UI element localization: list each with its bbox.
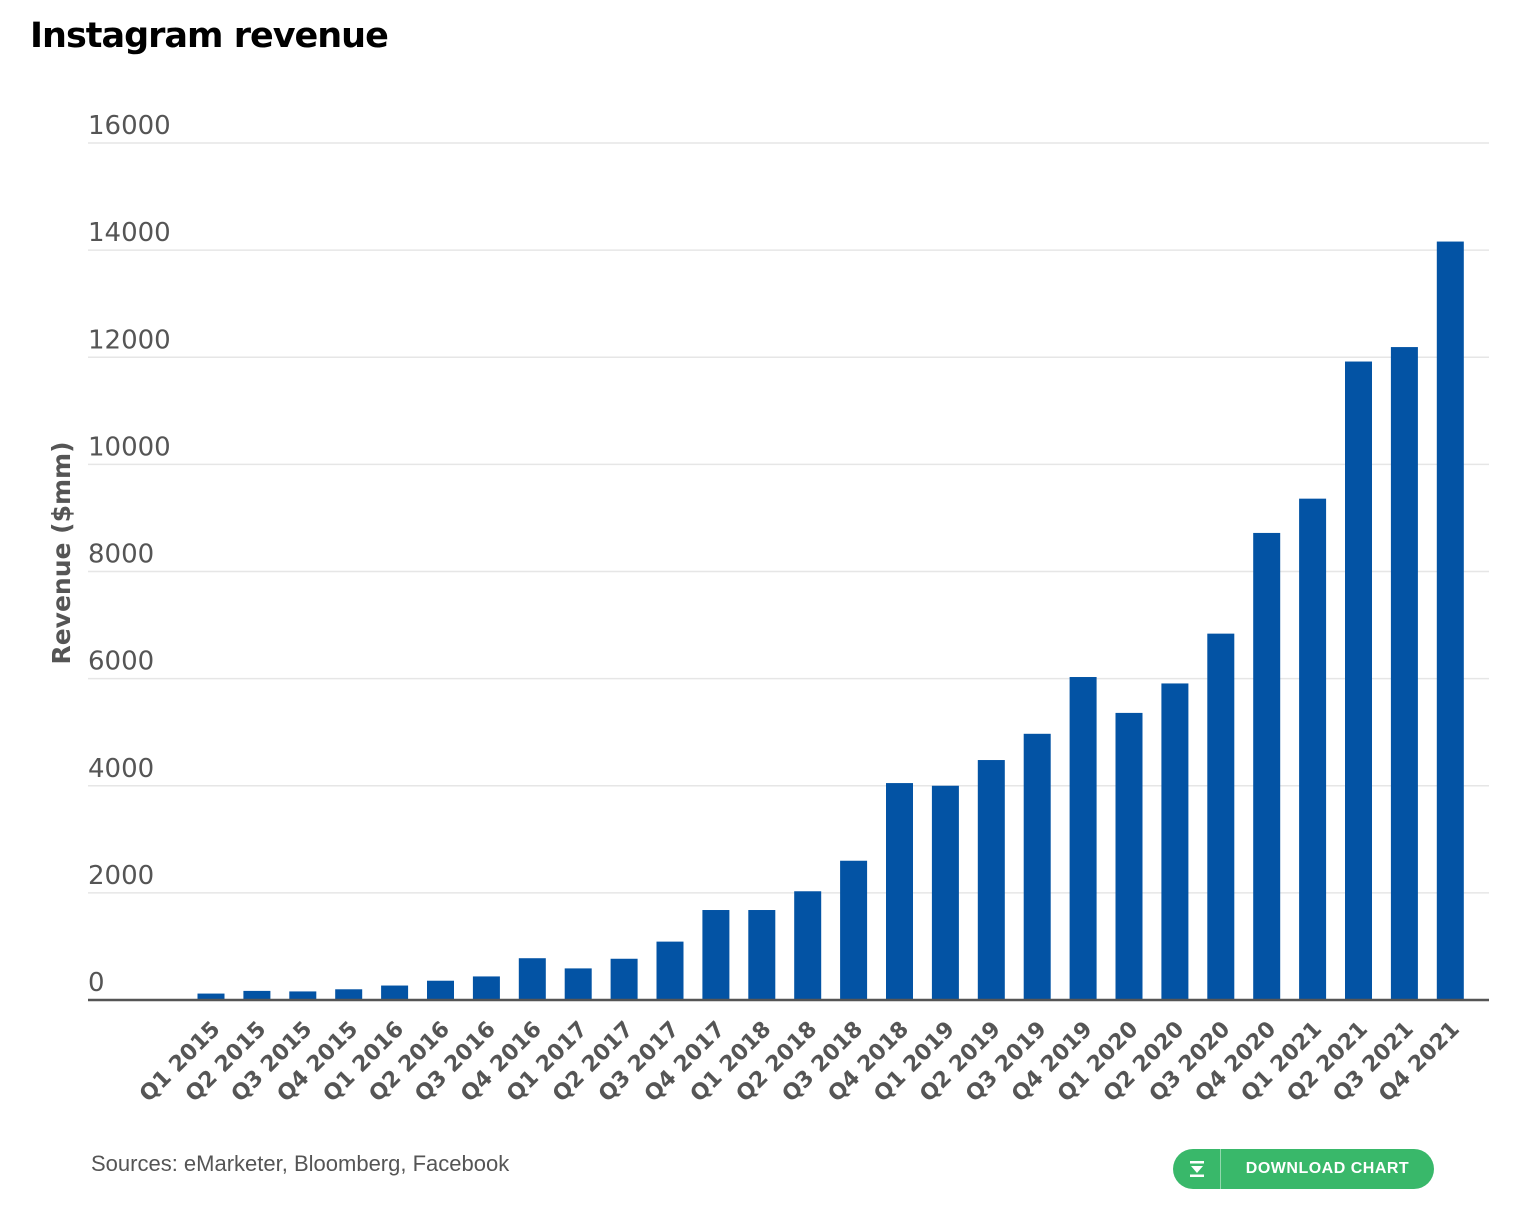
bar	[197, 993, 225, 1000]
bar	[472, 976, 500, 1000]
bar	[1023, 733, 1051, 1000]
bar	[794, 891, 822, 1000]
bar	[335, 989, 363, 1000]
bar	[1161, 683, 1189, 1000]
bar	[1253, 532, 1281, 1000]
bar	[931, 785, 959, 1000]
y-axis-label: Revenue ($mm)	[47, 441, 76, 664]
bar	[886, 783, 913, 1000]
bar	[1345, 361, 1372, 1000]
chart-title: Instagram revenue	[30, 16, 389, 56]
bar	[243, 990, 271, 1000]
y-tick-label: 8000	[88, 540, 154, 570]
y-tick-label: 4000	[88, 754, 154, 784]
y-axis-ticks: 0 2000 4000 6000 8000 10000 12000 14000 16000	[88, 111, 171, 998]
y-tick-label: 2000	[88, 861, 154, 891]
bar	[381, 985, 409, 1000]
bar	[1115, 712, 1143, 1000]
bar	[977, 760, 1005, 1000]
bar	[1436, 241, 1464, 1000]
y-tick-label: 14000	[88, 218, 171, 248]
bar	[289, 991, 317, 1000]
download-icon	[1173, 1149, 1221, 1189]
bar	[840, 860, 868, 1000]
download-chart-label: DOWNLOAD CHART	[1245, 1160, 1410, 1177]
y-tick-label: 0	[88, 968, 105, 998]
bar	[610, 958, 638, 1000]
bar	[748, 910, 776, 1000]
bar	[518, 958, 546, 1000]
bars	[197, 241, 1464, 1000]
gridlines	[88, 142, 1489, 894]
bar	[702, 910, 730, 1000]
source-note: Sources: eMarketer, Bloomberg, Facebook	[91, 1151, 510, 1176]
y-tick-label: 12000	[88, 325, 171, 355]
y-tick-label: 10000	[88, 432, 171, 462]
download-chart-button[interactable]: DOWNLOAD CHART	[1173, 1149, 1434, 1189]
bar	[427, 980, 454, 1000]
y-tick-label: 16000	[88, 111, 171, 141]
bar	[1069, 677, 1097, 1000]
y-tick-label: 6000	[88, 647, 154, 677]
bar	[656, 941, 684, 1000]
bar	[1390, 347, 1418, 1000]
bar	[564, 968, 592, 1000]
bar	[1299, 498, 1327, 1000]
bar	[1207, 633, 1235, 1000]
